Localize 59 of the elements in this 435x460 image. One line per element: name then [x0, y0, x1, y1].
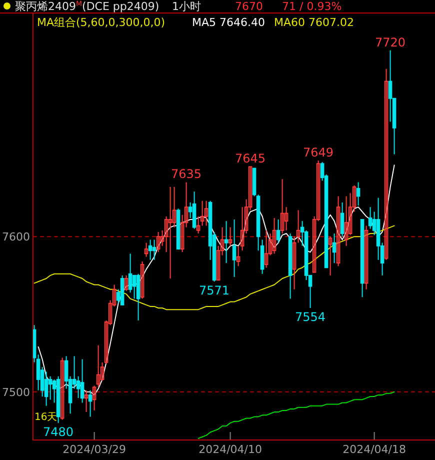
- x-tick-label: 2024/03/29: [62, 443, 126, 456]
- candlestick: [60, 357, 64, 420]
- candlestick: [196, 216, 200, 234]
- annotation: 7480: [43, 424, 74, 439]
- candlestick: [124, 274, 128, 292]
- candlestick: [140, 260, 144, 300]
- x-tick-label: 2024/04/18: [342, 443, 406, 456]
- candlestick: [168, 186, 172, 280]
- y-tick-label: 7500: [2, 386, 30, 399]
- candlestick: [136, 273, 140, 321]
- candlestick: [92, 385, 96, 411]
- candlestick: [276, 219, 280, 244]
- candlestick: [128, 253, 132, 293]
- candlestick: [156, 231, 160, 253]
- y-tick-label: 7600: [2, 230, 30, 244]
- annotation: 7635: [171, 167, 202, 182]
- annotation: 7645: [235, 152, 266, 166]
- candlestick: [164, 216, 168, 253]
- candlestick: [224, 220, 228, 264]
- annotation: 7720: [375, 35, 406, 50]
- chart-subtitle: MA组合(5,60,0,300,0,0): [37, 16, 166, 29]
- candlestick: [356, 182, 360, 206]
- candlestick: [88, 390, 92, 418]
- candlestick: [332, 232, 336, 264]
- candlestick: [228, 226, 232, 246]
- candlestick: [344, 196, 348, 246]
- candlestick: [152, 239, 156, 260]
- text: 7670: [235, 0, 263, 13]
- candlestick: [44, 371, 48, 406]
- text: MA60 7607.02: [274, 16, 354, 29]
- candlestick: [384, 68, 388, 260]
- candlestick: [148, 239, 152, 260]
- line-series: [198, 391, 395, 439]
- x-tick-label: 2024/04/10: [198, 443, 262, 456]
- candlestick: [340, 202, 344, 238]
- candlestick: [328, 236, 332, 276]
- candlestick: [368, 206, 372, 230]
- candlestick: [232, 219, 236, 278]
- candlestick: [132, 274, 136, 300]
- candlestick: [84, 390, 88, 413]
- text: 1小时: [172, 0, 201, 13]
- candlestick: [48, 376, 52, 400]
- candlestick: [336, 196, 340, 267]
- annotation: 7571: [199, 284, 230, 298]
- annotation: 7649: [303, 146, 334, 160]
- candlestick: [272, 217, 276, 254]
- candlestick: [204, 200, 208, 226]
- chart-title: 聚丙烯2409$^{M}$(DCE pp2409): [15, 0, 160, 13]
- annotation: 16天: [34, 412, 58, 423]
- candlestick: [192, 191, 196, 230]
- candlestick: [80, 358, 84, 404]
- candlestick: [264, 230, 268, 268]
- candlestick: [364, 225, 368, 290]
- annotation: 7554: [295, 310, 326, 324]
- text: 71 / 0.93%: [282, 0, 342, 13]
- candlestick: [280, 178, 284, 234]
- candlestick: [96, 344, 100, 388]
- candlestick: [144, 242, 148, 258]
- text: MA5 7646.40: [192, 16, 265, 29]
